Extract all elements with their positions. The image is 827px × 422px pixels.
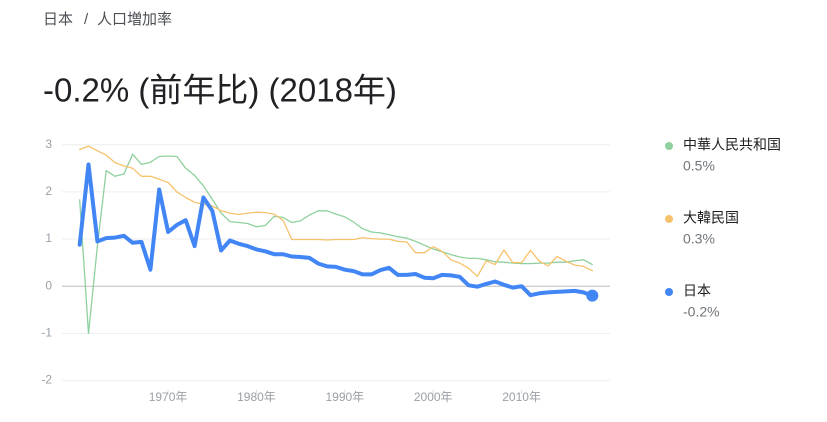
legend-value: 0.5% xyxy=(683,158,715,174)
breadcrumb-item: 人口増加率 xyxy=(97,11,172,28)
legend-swatch xyxy=(665,142,673,150)
x-tick-label: 1970年 xyxy=(149,390,188,404)
legend-label: 大韓民国 xyxy=(683,210,739,226)
y-tick-label: -1 xyxy=(41,326,52,340)
x-tick-label: 2010年 xyxy=(502,390,541,404)
x-tick-label: 1980年 xyxy=(237,390,276,404)
legend-swatch xyxy=(665,288,673,296)
legend-value: 0.3% xyxy=(683,231,715,247)
x-tick-label: 2000年 xyxy=(414,390,453,404)
legend-label: 日本 xyxy=(683,283,711,299)
y-tick-label: 3 xyxy=(45,137,52,151)
series-line xyxy=(79,145,593,277)
legend-swatch xyxy=(665,215,673,223)
breadcrumb-separator: / xyxy=(84,11,89,28)
x-tick-label: 1990年 xyxy=(325,390,364,404)
legend-value: -0.2% xyxy=(683,304,720,320)
y-tick-label: 0 xyxy=(45,278,52,292)
y-tick-label: 1 xyxy=(45,231,52,245)
chart-title: -0.2% (前年比) (2018年) xyxy=(43,72,397,109)
breadcrumb-item[interactable]: 日本 xyxy=(43,11,73,28)
end-point xyxy=(586,289,599,302)
y-tick-label: 2 xyxy=(45,184,52,198)
y-tick-label: -2 xyxy=(41,373,52,387)
legend-label: 中華人民共和国 xyxy=(683,137,781,153)
series-line xyxy=(79,153,593,335)
series-line xyxy=(77,162,595,298)
